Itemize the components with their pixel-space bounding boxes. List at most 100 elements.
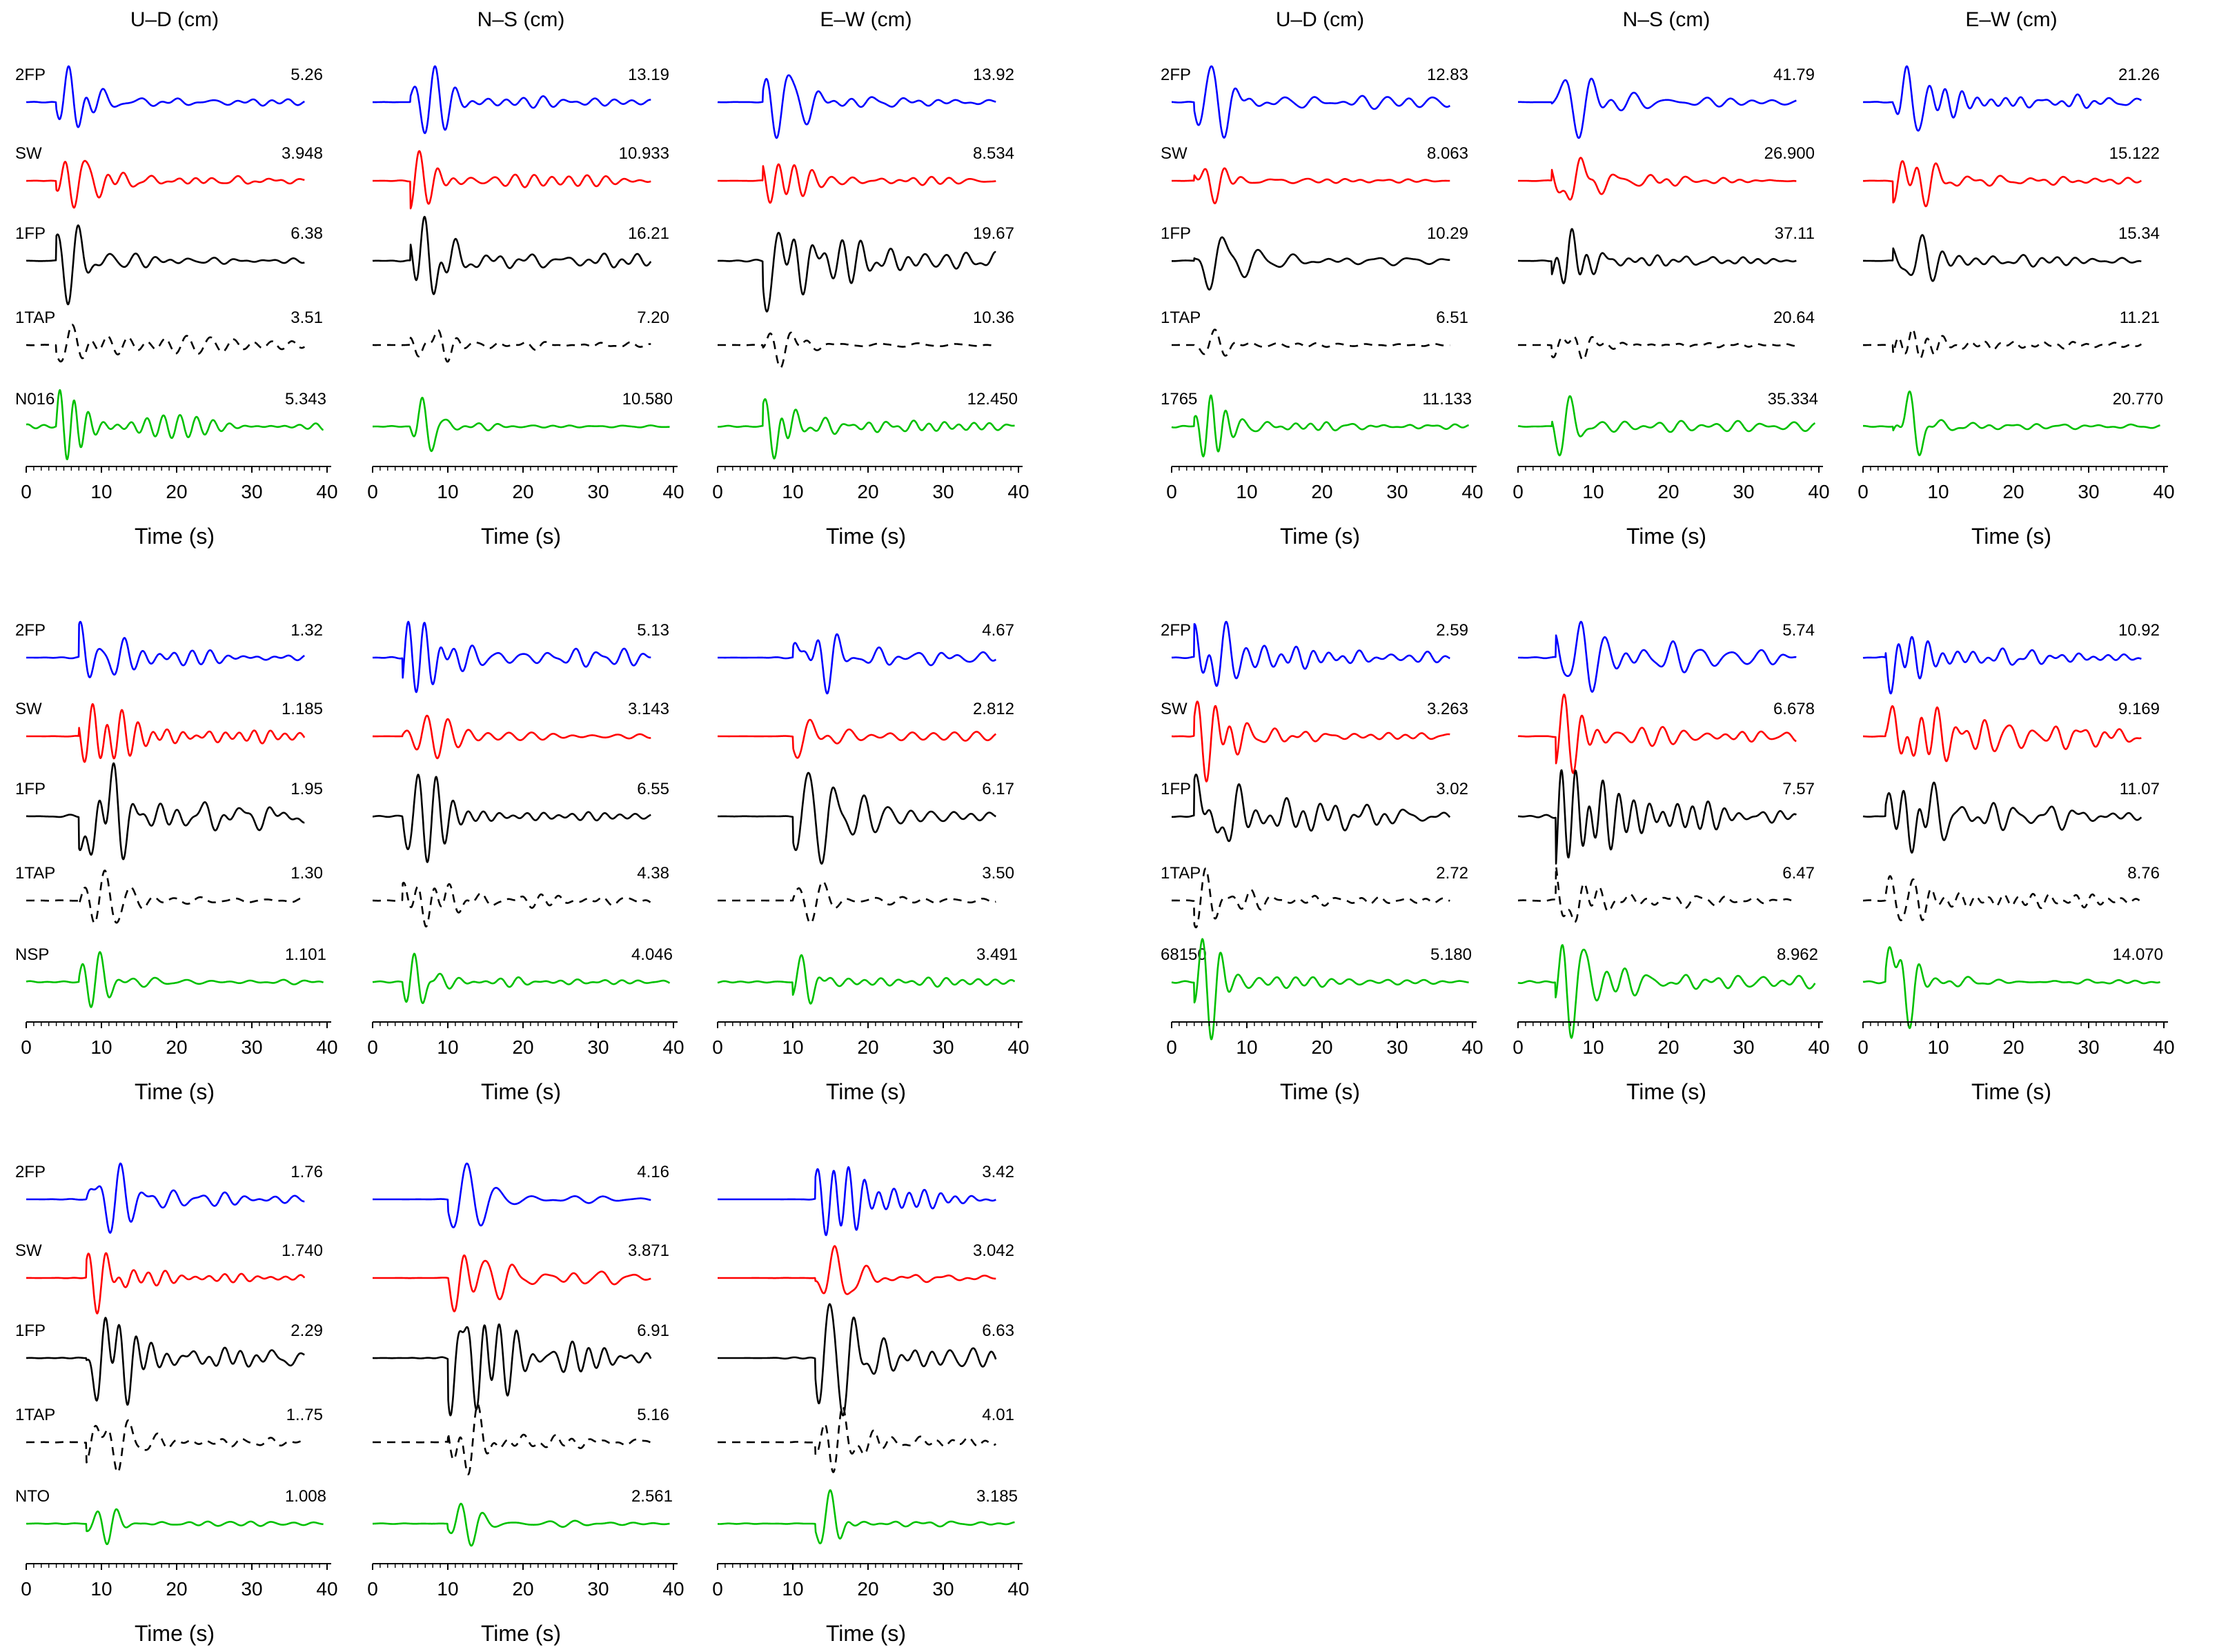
waveform-2fp <box>1517 77 1797 139</box>
tick-label: 10 <box>1582 481 1604 502</box>
peak-amplitude-1fp: 6.38 <box>290 224 323 243</box>
x-axis-label: Time (s) <box>481 524 561 549</box>
tick-label: 10 <box>1927 1036 1949 1058</box>
peak-amplitude-1fp: 11.07 <box>2120 780 2160 798</box>
waveform-1fp <box>26 224 305 306</box>
panel-NSP-u-d: 2FP 1.32 SW 1.185 1FP 1.95 1TAP 1.30 NSP 1.101 0 10… <box>15 620 338 1104</box>
waveform-2fp <box>26 620 305 678</box>
trace-label-1fp: 1FP <box>15 1321 46 1340</box>
tick-label: 20 <box>1657 1036 1679 1058</box>
time-axis: 0 10 20 30 40 Time (s) <box>21 1021 338 1104</box>
peak-amplitude-sw: 3.871 <box>628 1241 669 1260</box>
waveform-recorded <box>717 1489 1016 1544</box>
peak-amplitude-1fp: 1.95 <box>290 780 323 798</box>
peak-amplitude-recorded: 14.070 <box>2113 945 2163 964</box>
time-axis: 0 10 20 30 40 Time (s) <box>712 1563 1029 1646</box>
peak-amplitude-1tap: 4.01 <box>982 1406 1014 1424</box>
panel-N016-u-d: U–D (cm) 2FP 5.26 SW 3.948 1FP 6.38 1TAP 3.51 N01… <box>15 8 338 549</box>
trace-label-1fp: 1FP <box>15 224 46 243</box>
column-header: E–W (cm) <box>1965 8 2057 31</box>
peak-amplitude-2fp: 5.74 <box>1782 621 1815 640</box>
tick-label: 0 <box>1513 1036 1524 1058</box>
waveform-recorded <box>372 397 671 453</box>
waveform-recorded <box>1171 394 1470 458</box>
x-axis-label: Time (s) <box>1280 524 1360 549</box>
trace-label-1fp: 1FP <box>1161 224 1191 243</box>
time-axis: 0 10 20 30 40 Time (s) <box>1166 1021 1484 1104</box>
tick-label: 30 <box>932 1036 954 1058</box>
waveform-1tap <box>717 331 996 369</box>
waveform-recorded <box>372 952 671 1004</box>
waveform-sw <box>1171 700 1450 783</box>
waveform-sw <box>26 703 306 763</box>
waveform-sw <box>1517 694 1797 774</box>
tick-label: 20 <box>512 1036 533 1058</box>
waveform-1fp <box>372 215 652 295</box>
tick-label: 10 <box>1236 481 1257 502</box>
peak-amplitude-1fp: 6.17 <box>982 780 1014 798</box>
station-group-1765: U–D (cm) 2FP 12.83 SW 8.063 1FP 10.29 1TAP 6.51 1… <box>1161 8 2175 549</box>
time-axis: 0 10 20 30 40 Time (s) <box>21 466 338 549</box>
tick-label: 0 <box>1166 481 1177 502</box>
tick-label: 0 <box>712 481 723 502</box>
waveform-recorded <box>26 1508 324 1546</box>
x-axis-label: Time (s) <box>826 524 906 549</box>
tick-label: 30 <box>241 1036 262 1058</box>
panel-NTO-u-d: 2FP 1.76 SW 1.740 1FP 2.29 1TAP 1..75 NTO 1.008 0 1… <box>15 1162 338 1646</box>
waveform-2fp <box>1862 65 2142 132</box>
tick-label: 40 <box>1808 481 1829 502</box>
waveform-1fp <box>1862 234 2142 282</box>
peak-amplitude-2fp: 2.59 <box>1436 621 1468 640</box>
waveform-2fp <box>372 1162 651 1228</box>
trace-label-1tap: 1TAP <box>1161 308 1201 327</box>
trace-label-2fp: 2FP <box>15 66 46 84</box>
waveform-recorded <box>372 1502 671 1547</box>
waveform-2fp <box>1862 636 2142 695</box>
trace-label-sw: SW <box>1161 700 1188 718</box>
x-axis-label: Time (s) <box>826 1621 906 1646</box>
peak-amplitude-recorded: 1.101 <box>285 945 326 964</box>
waveform-1tap <box>717 1405 996 1473</box>
peak-amplitude-1tap: 20.64 <box>1773 308 1815 327</box>
tick-label: 10 <box>1582 1036 1604 1058</box>
tick-label: 10 <box>782 1578 803 1600</box>
panel-NSP-e-w: 4.67 2.812 6.17 3.50 3.491 0 10 20 30 40 Time (s) <box>712 621 1029 1104</box>
waveform-1tap <box>1862 875 2142 921</box>
peak-amplitude-2fp: 4.67 <box>982 621 1014 640</box>
panel-NSP-n-s: 5.13 3.143 6.55 4.38 4.046 0 10 20 30 40 Time (s) <box>367 620 684 1104</box>
waveform-sw <box>717 163 996 204</box>
waveform-1fp <box>26 1317 305 1406</box>
peak-amplitude-1tap: 2.72 <box>1436 864 1468 883</box>
waveform-1fp <box>717 1303 997 1417</box>
peak-amplitude-sw: 8.534 <box>973 144 1014 163</box>
trace-label-1tap: 1TAP <box>15 1406 55 1424</box>
waveform-1fp <box>717 232 996 313</box>
tick-label: 10 <box>1927 481 1949 502</box>
waveform-1tap <box>372 329 651 363</box>
waveform-1fp <box>1171 774 1451 843</box>
peak-amplitude-2fp: 1.76 <box>290 1163 323 1181</box>
column-header: U–D (cm) <box>130 8 219 31</box>
tick-label: 10 <box>1236 1036 1257 1058</box>
peak-amplitude-recorded: 10.580 <box>622 390 673 409</box>
tick-label: 30 <box>587 1036 609 1058</box>
peak-amplitude-2fp: 10.92 <box>2118 621 2160 640</box>
waveform-sw <box>1517 157 1797 201</box>
waveform-1tap <box>26 1419 305 1474</box>
waveform-2fp <box>372 620 651 694</box>
waveform-recorded <box>717 954 1016 1005</box>
peak-amplitude-recorded: 5.343 <box>285 390 326 409</box>
peak-amplitude-1fp: 6.91 <box>637 1321 669 1340</box>
column-header: E–W (cm) <box>820 8 912 31</box>
tick-label: 30 <box>2078 1036 2099 1058</box>
tick-label: 20 <box>512 481 533 502</box>
peak-amplitude-1fp: 10.29 <box>1427 224 1468 243</box>
station-label: NSP <box>15 945 49 964</box>
peak-amplitude-sw: 3.143 <box>628 700 669 718</box>
tick-label: 20 <box>166 1578 187 1600</box>
waveform-1fp <box>26 762 305 861</box>
peak-amplitude-recorded: 4.046 <box>631 945 673 964</box>
peak-amplitude-2fp: 21.26 <box>2118 66 2160 84</box>
